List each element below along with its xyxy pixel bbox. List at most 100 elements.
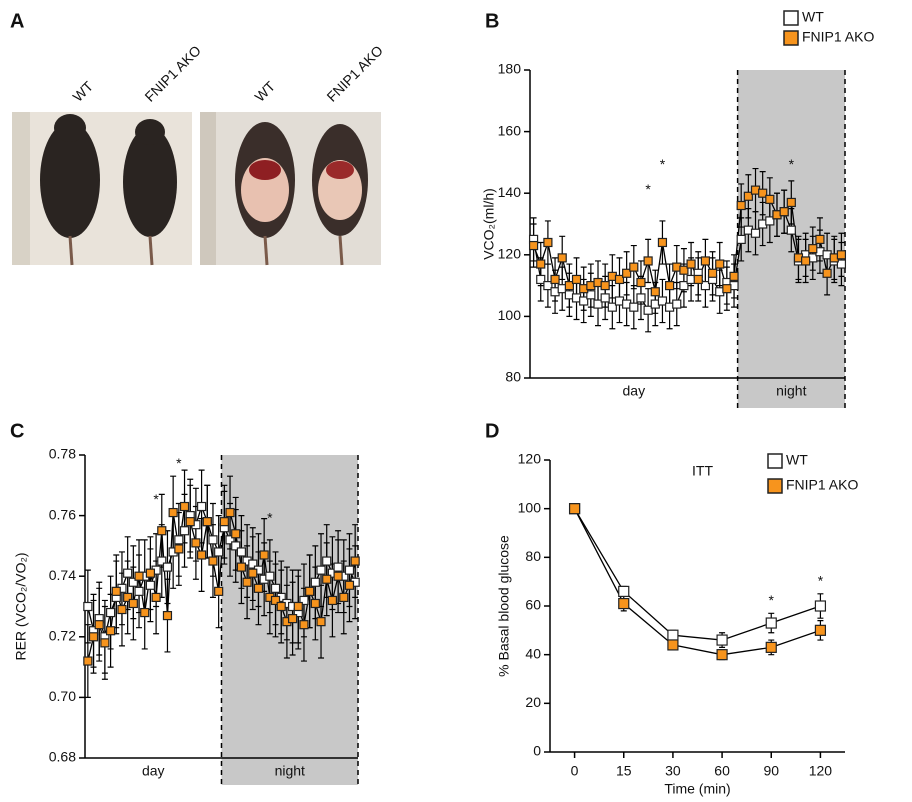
mouse bbox=[40, 122, 100, 238]
y-tick-label: 20 bbox=[525, 694, 541, 710]
period-label: night bbox=[776, 383, 806, 399]
data-point bbox=[750, 228, 761, 238]
data-point bbox=[157, 526, 167, 536]
y-tick-label: 0.78 bbox=[49, 446, 76, 462]
data-point bbox=[693, 274, 703, 285]
data-point bbox=[299, 595, 309, 606]
period-label: day bbox=[623, 383, 646, 399]
data-point bbox=[123, 568, 133, 578]
x-tick-label: 0 bbox=[571, 763, 579, 779]
data-point bbox=[667, 629, 679, 641]
data-point bbox=[162, 562, 173, 572]
y-tick-label: 180 bbox=[498, 61, 522, 77]
y-tick-label: 0.70 bbox=[49, 688, 76, 704]
data-point bbox=[700, 281, 710, 291]
y-tick-label: 120 bbox=[518, 451, 542, 467]
data-point bbox=[327, 595, 338, 606]
data-point bbox=[586, 290, 596, 300]
data-point bbox=[729, 271, 739, 281]
data-point bbox=[322, 574, 332, 584]
legend-label: WT bbox=[802, 9, 824, 25]
data-point bbox=[836, 259, 847, 269]
photo-label: FNIP1 AKO bbox=[141, 42, 204, 105]
data-point bbox=[765, 194, 775, 204]
y-tick-label: 140 bbox=[498, 184, 522, 200]
data-point bbox=[236, 547, 247, 557]
data-point bbox=[657, 296, 668, 306]
data-point bbox=[316, 617, 326, 627]
data-point bbox=[715, 259, 725, 269]
data-point bbox=[299, 620, 309, 630]
data-point bbox=[265, 571, 275, 581]
data-point bbox=[607, 302, 617, 312]
legend-label: FNIP1 AKO bbox=[786, 477, 858, 493]
data-point bbox=[801, 256, 811, 266]
data-point bbox=[179, 501, 190, 512]
data-point bbox=[151, 592, 161, 603]
panel-letter: D bbox=[485, 420, 499, 442]
mouse-head bbox=[135, 119, 165, 145]
data-point bbox=[550, 274, 560, 285]
x-axis-label: Time (min) bbox=[664, 781, 730, 797]
data-point bbox=[815, 234, 825, 244]
data-point bbox=[765, 216, 775, 226]
data-point bbox=[722, 284, 732, 294]
data-point bbox=[814, 600, 827, 612]
y-tick-label: 60 bbox=[525, 597, 541, 613]
data-point bbox=[822, 268, 832, 278]
y-tick-label: 0 bbox=[533, 743, 541, 759]
data-point bbox=[808, 244, 818, 254]
series-line bbox=[574, 508, 821, 656]
data-point bbox=[571, 274, 582, 285]
data-point bbox=[716, 649, 728, 661]
data-point bbox=[743, 191, 753, 201]
y-tick-label: 80 bbox=[505, 369, 521, 385]
data-point bbox=[786, 197, 796, 208]
mouse-head bbox=[54, 114, 86, 142]
data-point bbox=[231, 541, 241, 551]
data-point bbox=[672, 299, 682, 309]
y-tick-label: 100 bbox=[498, 307, 522, 323]
y-axis-label: % Basal blood glucose bbox=[496, 535, 512, 677]
data-point bbox=[157, 556, 167, 566]
y-tick-label: 160 bbox=[498, 122, 522, 138]
data-point bbox=[270, 583, 281, 593]
significance-mark: * bbox=[789, 156, 795, 172]
data-point bbox=[814, 624, 827, 636]
data-point bbox=[629, 302, 639, 312]
data-point bbox=[111, 586, 121, 596]
data-point bbox=[643, 256, 653, 266]
data-point bbox=[622, 268, 632, 278]
data-point bbox=[536, 274, 546, 285]
data-point bbox=[736, 234, 746, 244]
legend-label: FNIP1 AKO bbox=[802, 29, 874, 45]
data-point bbox=[225, 535, 235, 545]
legend-label: WT bbox=[786, 452, 808, 468]
data-point bbox=[128, 577, 138, 587]
data-point bbox=[836, 250, 847, 260]
data-point bbox=[196, 501, 207, 512]
data-point bbox=[293, 601, 303, 612]
mouse-tail bbox=[263, 235, 269, 266]
data-point bbox=[758, 188, 768, 198]
ruler bbox=[200, 112, 216, 265]
data-point bbox=[765, 641, 777, 653]
data-point bbox=[600, 293, 610, 303]
data-point bbox=[765, 617, 777, 629]
significance-mark: * bbox=[176, 455, 182, 471]
legend-swatch bbox=[767, 453, 783, 469]
significance-mark: * bbox=[818, 572, 824, 588]
legend-swatch bbox=[783, 10, 799, 26]
data-point bbox=[259, 550, 269, 560]
data-point bbox=[568, 503, 581, 515]
significance-mark: * bbox=[645, 181, 651, 197]
significance-mark: * bbox=[267, 509, 273, 525]
period-label: day bbox=[142, 763, 165, 779]
data-point bbox=[679, 281, 689, 291]
photo-label: WT bbox=[69, 78, 96, 105]
data-point bbox=[196, 550, 207, 560]
significance-mark: * bbox=[769, 592, 775, 608]
data-point bbox=[322, 556, 332, 566]
panel-letter: A bbox=[10, 10, 24, 32]
data-point bbox=[557, 253, 567, 263]
